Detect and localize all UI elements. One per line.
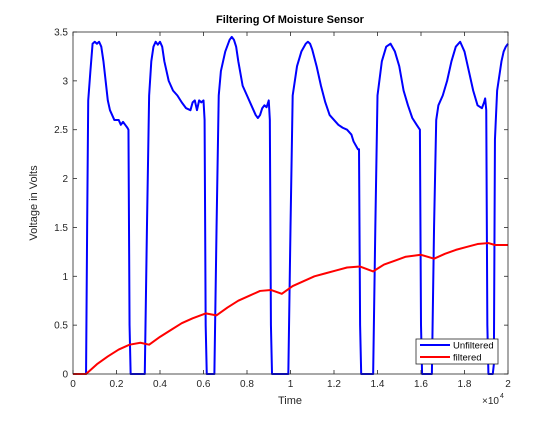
x-exponent-label: ×10 4 xyxy=(482,393,504,407)
x-exponent-power: 4 xyxy=(500,393,504,400)
x-tick-label: 1.6 xyxy=(414,379,428,390)
x-tick-label: 0.2 xyxy=(110,379,124,390)
chart-title: Filtering Of Moisture Sensor xyxy=(216,14,365,26)
y-tick-label: 2.5 xyxy=(54,125,68,136)
y-tick-label: 2 xyxy=(62,174,68,185)
x-exponent-base: ×10 xyxy=(482,396,499,407)
x-tick-label: 1.4 xyxy=(371,379,385,390)
x-tick-label: 1.8 xyxy=(458,379,472,390)
x-tick-label: 2 xyxy=(505,379,511,390)
x-tick-label: 1.2 xyxy=(327,379,341,390)
y-tick-label: 3.5 xyxy=(54,28,68,39)
x-tick-label: 0.8 xyxy=(240,379,254,390)
legend-label-unfiltered: Unfiltered xyxy=(453,341,494,352)
x-tick-label: 1 xyxy=(288,379,294,390)
x-tick-label: 0.4 xyxy=(153,379,167,390)
y-tick-label: 1.5 xyxy=(54,223,68,234)
x-axis-label: Time xyxy=(278,395,302,407)
y-tick-label: 0.5 xyxy=(54,321,68,332)
legend-label-filtered: filtered xyxy=(453,353,482,364)
y-tick-label: 0 xyxy=(62,370,68,381)
legend: Unfiltered filtered xyxy=(416,339,498,364)
x-tick-label: 0 xyxy=(70,379,76,390)
y-tick-label: 1 xyxy=(62,272,68,283)
x-tick-label: 0.6 xyxy=(197,379,211,390)
y-tick-label: 3 xyxy=(62,76,68,87)
y-axis-label: Voltage in Volts xyxy=(28,165,40,241)
